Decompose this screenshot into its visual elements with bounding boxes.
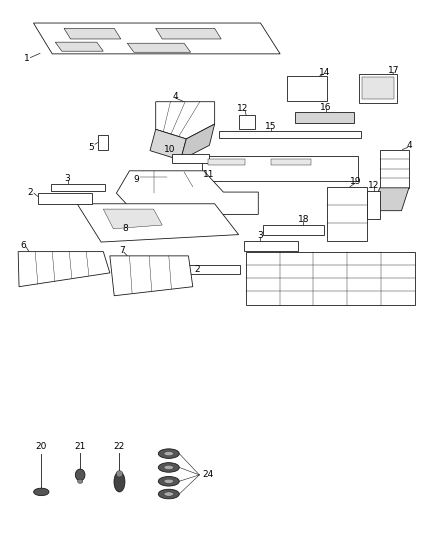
Polygon shape [244, 241, 297, 251]
Polygon shape [64, 28, 121, 39]
Ellipse shape [164, 465, 173, 470]
Polygon shape [380, 150, 409, 188]
Text: 12: 12 [237, 104, 249, 113]
Text: 10: 10 [164, 145, 176, 154]
Polygon shape [362, 77, 394, 99]
Polygon shape [18, 252, 110, 287]
Text: 17: 17 [388, 67, 399, 75]
Text: 1: 1 [24, 54, 30, 62]
Polygon shape [359, 74, 397, 103]
Polygon shape [263, 225, 324, 235]
Ellipse shape [75, 469, 85, 481]
Polygon shape [150, 130, 186, 160]
Polygon shape [239, 115, 255, 130]
Polygon shape [103, 209, 162, 229]
Text: 16: 16 [320, 102, 332, 111]
Text: 4: 4 [406, 141, 412, 150]
Text: 14: 14 [319, 68, 330, 77]
Polygon shape [155, 102, 215, 139]
Text: 4: 4 [173, 92, 178, 101]
Ellipse shape [114, 472, 125, 492]
Polygon shape [183, 265, 240, 274]
Ellipse shape [158, 477, 179, 486]
Polygon shape [272, 159, 311, 165]
Ellipse shape [34, 488, 49, 496]
Text: 20: 20 [35, 442, 47, 451]
Text: 22: 22 [114, 442, 125, 451]
Text: 8: 8 [122, 224, 128, 233]
Polygon shape [51, 184, 106, 191]
Text: 3: 3 [258, 231, 263, 240]
Polygon shape [287, 76, 327, 101]
Polygon shape [201, 156, 358, 181]
Text: 11: 11 [203, 170, 214, 179]
Polygon shape [180, 124, 215, 160]
Polygon shape [208, 159, 245, 165]
Polygon shape [127, 43, 191, 52]
Polygon shape [327, 187, 367, 241]
Text: 3: 3 [64, 174, 70, 183]
Text: 21: 21 [74, 442, 86, 451]
Ellipse shape [164, 492, 173, 496]
Polygon shape [33, 23, 280, 54]
Polygon shape [219, 131, 361, 138]
Text: 9: 9 [133, 175, 139, 184]
Text: 24: 24 [202, 471, 213, 479]
Polygon shape [367, 191, 380, 219]
Text: 15: 15 [265, 122, 276, 131]
Polygon shape [77, 204, 239, 242]
Polygon shape [117, 171, 258, 214]
Text: 6: 6 [21, 241, 26, 250]
Polygon shape [155, 28, 221, 39]
Polygon shape [372, 188, 409, 211]
Polygon shape [110, 256, 193, 296]
Polygon shape [98, 135, 108, 150]
Text: 18: 18 [297, 215, 309, 224]
Ellipse shape [164, 451, 173, 456]
Ellipse shape [116, 471, 123, 477]
Text: 19: 19 [350, 177, 361, 186]
Polygon shape [295, 112, 354, 123]
Text: 12: 12 [368, 181, 379, 190]
Text: 2: 2 [28, 188, 33, 197]
Ellipse shape [158, 463, 179, 472]
Ellipse shape [78, 479, 83, 483]
Polygon shape [55, 42, 103, 51]
Ellipse shape [158, 489, 179, 499]
Polygon shape [38, 193, 92, 204]
Ellipse shape [164, 479, 173, 483]
Polygon shape [246, 252, 415, 305]
Text: 7: 7 [119, 246, 125, 255]
Polygon shape [172, 154, 209, 163]
Text: 2: 2 [194, 265, 200, 274]
Ellipse shape [158, 449, 179, 458]
Text: 5: 5 [88, 143, 94, 152]
